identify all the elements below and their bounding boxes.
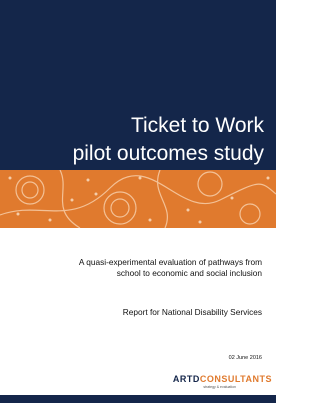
date: 02 June 2016: [229, 355, 262, 361]
title-line: Ticket to Work: [131, 114, 264, 138]
logo: ARTDCONSULTANTS: [173, 374, 272, 384]
logo-tagline: strategy & evaluation: [203, 385, 236, 389]
footer-bar: [0, 395, 276, 403]
logo-name: CONSULTANTS: [200, 374, 272, 384]
report-for: Report for National Disability Services: [123, 307, 262, 317]
subtitle-line: school to economic and social inclusion: [117, 268, 262, 278]
subtitle-line: A quasi-experimental evaluation of pathw…: [79, 257, 262, 267]
decorative-band: [0, 170, 276, 228]
logo-name: ARTD: [173, 374, 200, 384]
title-line: pilot outcomes study: [73, 142, 264, 166]
document-cover: Ticket to Work pilot outcomes study A qu…: [0, 0, 276, 403]
